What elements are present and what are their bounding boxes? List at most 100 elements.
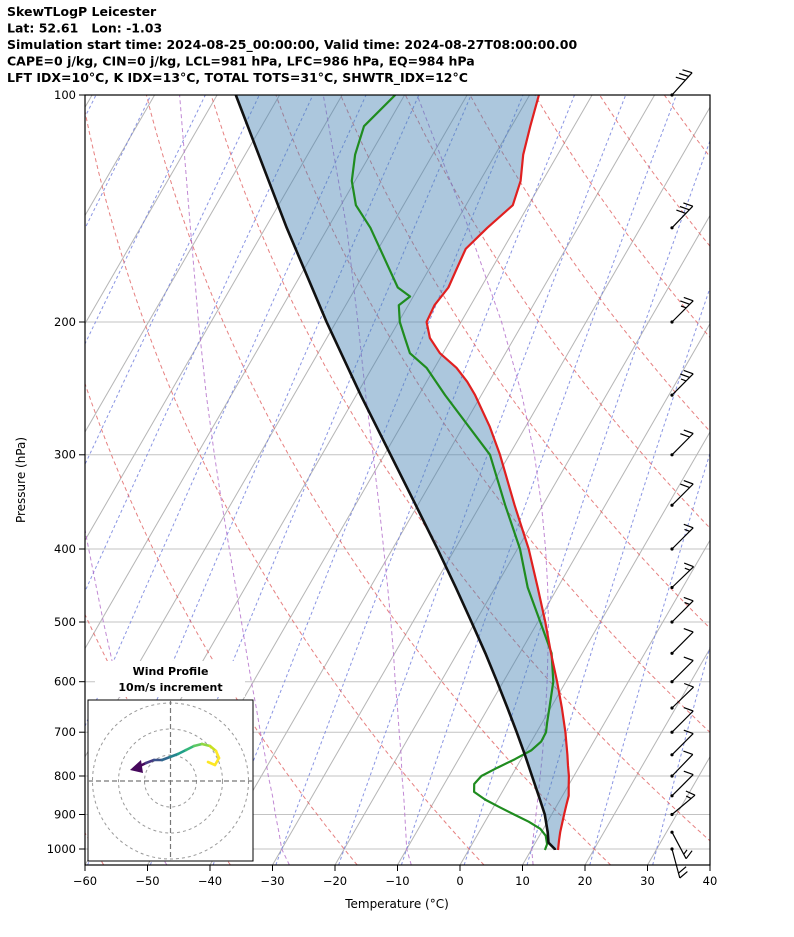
isotherm-line	[397, 322, 710, 865]
y-tick-label: 700	[54, 725, 76, 739]
isotherm-line	[584, 647, 710, 865]
x-tick-label: −30	[260, 874, 284, 888]
barb-full	[683, 369, 694, 375]
isotherm-line	[85, 95, 218, 325]
barb-staff	[671, 753, 694, 777]
barb-full	[683, 596, 694, 602]
wind-barb	[670, 750, 694, 778]
wind-barb	[670, 628, 694, 655]
wind-barb	[670, 656, 694, 684]
barb-half	[684, 567, 691, 571]
axis-ticks-layer: −60 −50 −40 −30 −20 −10 0 10 20 30 40 100 200 300 400 5…	[47, 88, 718, 888]
humidity-line	[716, 95, 794, 865]
wind-barb	[670, 770, 694, 798]
dry-adiabat-line	[275, 95, 710, 734]
barb-staff	[671, 686, 695, 709]
barb-full	[683, 562, 694, 568]
shaded-region	[235, 95, 569, 850]
wind-barb	[670, 429, 694, 457]
hodograph-trace-segment	[192, 742, 204, 748]
hodograph-trace-segment	[144, 758, 156, 765]
dewpoint-curve	[350, 95, 555, 851]
y-tick-label: 500	[54, 615, 76, 629]
wind-barb	[670, 830, 693, 860]
humidity-line	[149, 95, 472, 865]
isotherm-line	[85, 95, 343, 542]
wind-barb	[670, 69, 693, 97]
x-tick-label: −20	[323, 874, 347, 888]
x-tick-label: 30	[640, 874, 655, 888]
barb-half	[684, 528, 690, 532]
wind-barb	[670, 562, 695, 590]
humidity-line	[275, 95, 575, 865]
barb-full	[683, 770, 694, 776]
wind-barb	[670, 480, 694, 507]
barb-full	[683, 296, 694, 302]
header-title: SkewTLogP Leicester	[7, 4, 157, 19]
dry-adiabat-line	[663, 95, 710, 158]
y-tick-label: 1000	[47, 842, 76, 856]
temperature-curve	[425, 95, 570, 851]
x-tick-label: 0	[456, 874, 463, 888]
sounding-profiles-layer	[234, 95, 570, 851]
barb-full	[683, 682, 694, 688]
header-sim-time: Simulation start time: 2024-08-25_00:00:…	[7, 37, 577, 53]
wind-barb	[670, 523, 694, 551]
hodograph-arrowhead	[130, 760, 143, 773]
humidity-line	[212, 95, 524, 865]
wind-barbs-layer	[670, 69, 696, 879]
dry-adiabat-line	[340, 95, 710, 629]
barb-staff	[671, 527, 694, 550]
barb-full	[679, 205, 690, 211]
inset-title-bg	[95, 661, 245, 697]
hodograph-inset-layer	[87, 661, 254, 862]
barb-full	[683, 628, 694, 633]
hodograph-trace-segment	[176, 748, 188, 756]
x-tick-label: −40	[198, 874, 222, 888]
inset-title-line2: 10m/s increment	[118, 681, 222, 694]
plot-area: −60 −50 −40 −30 −20 −10 0 10 20 30 40 100 200 300 400 5…	[47, 69, 794, 888]
moist-adiabat-line	[416, 95, 549, 865]
wind-barb	[670, 790, 696, 817]
isotherm-line	[459, 431, 710, 865]
barb-full	[683, 656, 694, 662]
barb-staff	[671, 774, 694, 797]
isotherm-line	[334, 214, 710, 865]
barb-full	[680, 483, 690, 489]
isotherm-line	[272, 106, 710, 865]
barb-full	[685, 850, 693, 860]
header-location: Lat: 52.61 Lon: -1.03	[7, 21, 162, 36]
x-tick-label: 20	[578, 874, 593, 888]
x-tick-label: −60	[73, 874, 97, 888]
wind-barb	[670, 296, 694, 324]
barb-half	[685, 795, 692, 800]
barb-staff	[671, 205, 694, 229]
barb-half	[684, 601, 690, 605]
y-tick-label: 600	[54, 675, 76, 689]
isotherm-line	[209, 95, 656, 865]
barb-staff	[671, 794, 696, 815]
barb-staff	[671, 660, 694, 683]
humidity-line	[85, 95, 367, 728]
parcel-curve	[234, 95, 557, 851]
isotherm-line	[647, 755, 710, 865]
isotherm-line	[709, 864, 710, 865]
inset-title-line1: Wind Profile	[133, 665, 209, 678]
wind-barb	[670, 596, 694, 624]
y-axis-label: Pressure (hPa)	[14, 437, 28, 523]
hodograph-trace-segment	[184, 744, 196, 752]
barb-full	[682, 69, 693, 74]
hodograph-trace-segment	[208, 744, 218, 753]
barb-full	[680, 373, 690, 378]
hodograph-content	[88, 700, 253, 861]
wind-barb	[670, 202, 694, 230]
humidity-line	[652, 645, 710, 865]
humidity-line	[85, 95, 314, 593]
barb-staff	[671, 600, 694, 623]
y-tick-label: 200	[54, 315, 76, 329]
dry-adiabat-line	[599, 95, 710, 247]
humidity-line	[85, 95, 206, 346]
barb-full	[678, 866, 687, 874]
dry-adiabat-line	[404, 95, 710, 529]
